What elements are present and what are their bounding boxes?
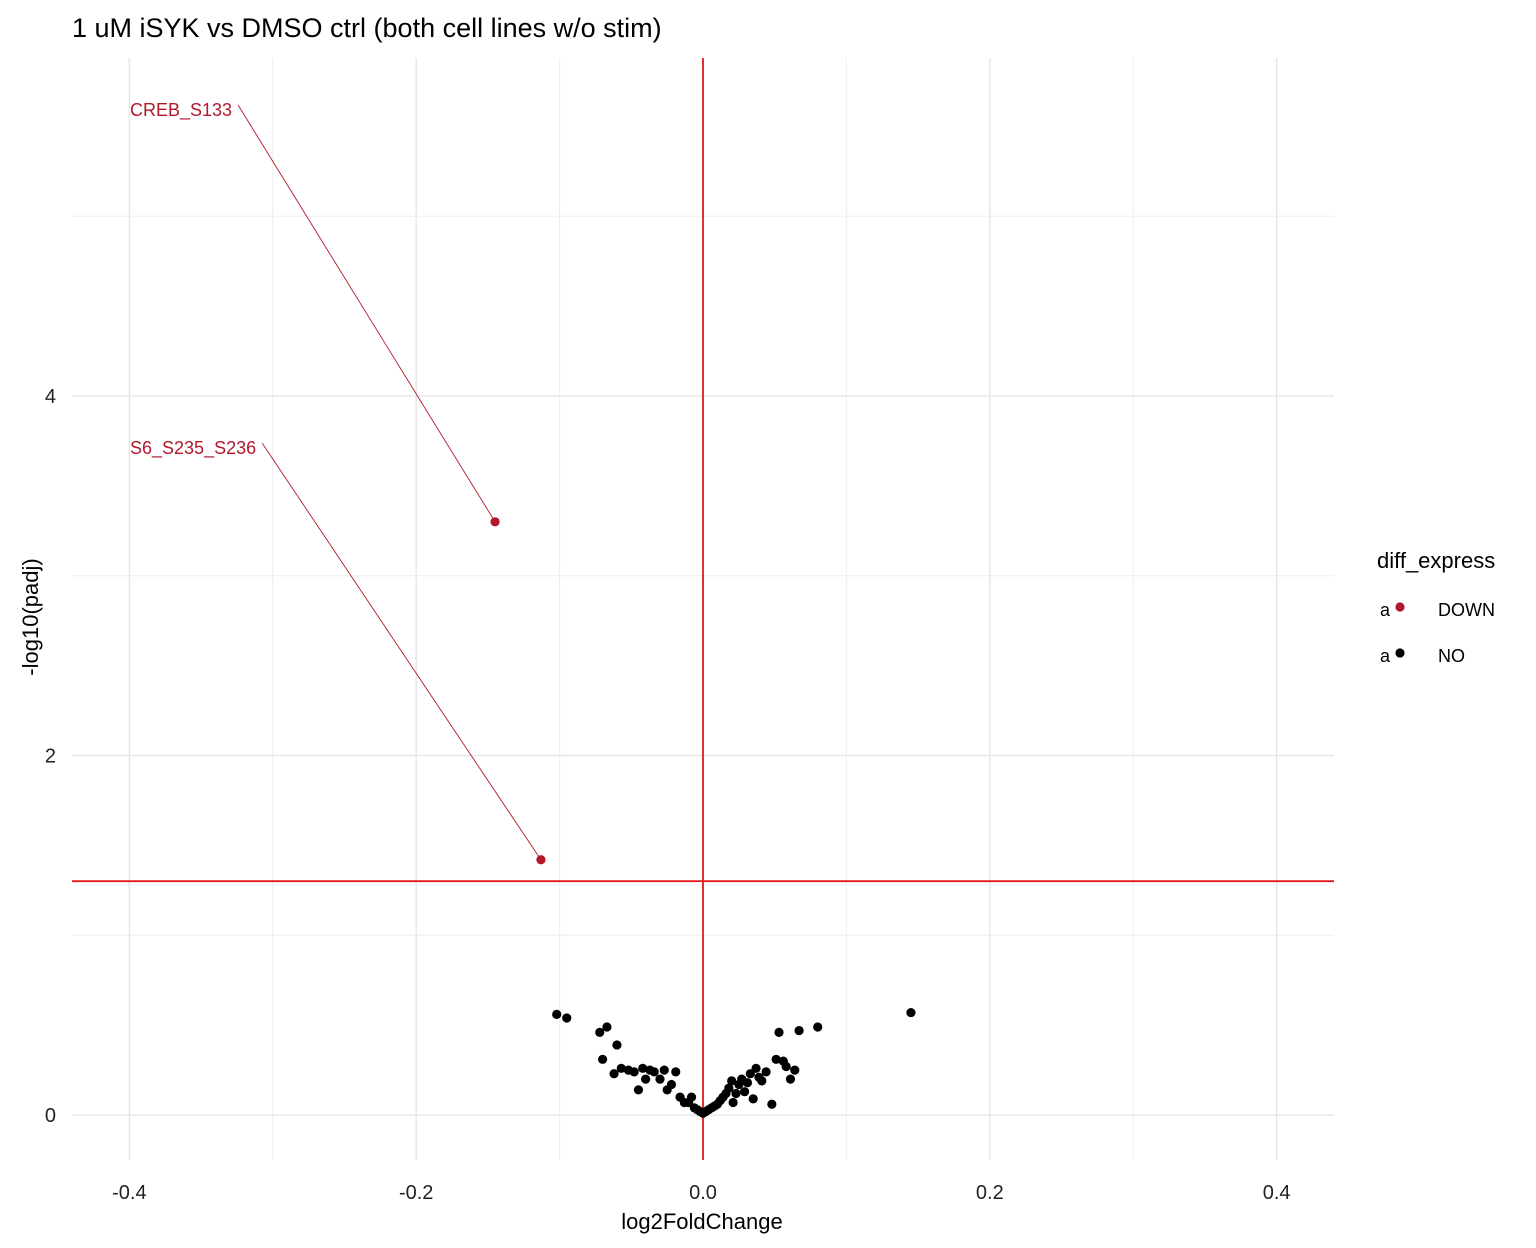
- x-axis-ticks: -0.4 -0.2 0.0 0.2 0.4: [112, 1182, 1290, 1204]
- y-tick-label: 4: [45, 386, 56, 408]
- data-point: [490, 517, 500, 527]
- data-point: [813, 1022, 823, 1032]
- label-segment: [237, 104, 496, 523]
- data-point: [666, 1079, 677, 1090]
- label-segment: [261, 442, 542, 861]
- data-point: [767, 1099, 777, 1109]
- data-point: [728, 1097, 738, 1108]
- data-point: [609, 1069, 619, 1079]
- data-point: [731, 1088, 741, 1099]
- data-point: [781, 1061, 791, 1072]
- data-point: [633, 1085, 644, 1095]
- data-points: [490, 517, 916, 1118]
- point-labels: CREB_S133 S6_S235_S236: [130, 100, 256, 459]
- data-point: [686, 1092, 697, 1102]
- data-point: [761, 1067, 771, 1077]
- data-point: [649, 1067, 659, 1077]
- data-point: [659, 1065, 669, 1075]
- legend-key-point: [1395, 648, 1405, 658]
- chart-title: 1 uM iSYK vs DMSO ctrl (both cell lines …: [72, 13, 662, 43]
- legend-title: diff_express: [1377, 548, 1495, 573]
- legend: diff_express a DOWN a NO: [1377, 548, 1495, 666]
- data-point: [641, 1074, 651, 1084]
- data-point: [616, 1063, 626, 1073]
- data-point: [739, 1087, 750, 1097]
- y-tick-label: 0: [45, 1105, 56, 1127]
- x-tick-label: 0.0: [689, 1182, 717, 1204]
- data-point: [595, 1027, 605, 1037]
- data-point: [671, 1067, 681, 1077]
- data-point: [536, 855, 546, 865]
- data-point: [562, 1013, 572, 1023]
- point-label: S6_S235_S236: [130, 438, 256, 459]
- x-tick-label: 0.4: [1263, 1182, 1291, 1204]
- legend-entry: a NO: [1380, 646, 1465, 666]
- point-label: CREB_S133: [130, 100, 232, 121]
- data-point: [771, 1054, 781, 1064]
- label-segments: [237, 104, 542, 861]
- threshold-lines: [72, 58, 1334, 1160]
- y-tick-label: 2: [45, 746, 56, 768]
- data-point: [742, 1078, 753, 1088]
- legend-key-point: [1395, 602, 1405, 612]
- x-tick-label: 0.2: [976, 1182, 1004, 1204]
- data-point: [727, 1076, 737, 1086]
- data-point: [790, 1065, 800, 1075]
- data-point: [552, 1009, 562, 1019]
- data-point: [751, 1063, 761, 1073]
- data-point: [794, 1025, 804, 1036]
- y-axis-ticks: 0 2 4: [45, 386, 56, 1127]
- data-point: [724, 1083, 734, 1093]
- x-axis-label: log2FoldChange: [621, 1209, 782, 1234]
- data-point: [745, 1069, 755, 1079]
- legend-entry: a DOWN: [1380, 600, 1495, 620]
- y-axis-label: -log10(padj): [18, 558, 43, 675]
- data-point: [757, 1076, 767, 1086]
- data-point: [748, 1094, 758, 1104]
- legend-label: NO: [1438, 646, 1465, 666]
- x-tick-label: -0.2: [399, 1182, 433, 1204]
- data-point: [602, 1022, 612, 1032]
- data-point: [638, 1063, 648, 1073]
- data-point: [774, 1027, 784, 1037]
- legend-key-glyph: a: [1380, 646, 1391, 666]
- data-point: [629, 1067, 639, 1077]
- data-point: [785, 1074, 796, 1084]
- data-point: [612, 1040, 622, 1050]
- legend-label: DOWN: [1438, 600, 1495, 620]
- data-point: [906, 1007, 916, 1018]
- x-tick-label: -0.4: [112, 1182, 146, 1204]
- data-point: [598, 1054, 608, 1064]
- data-point: [655, 1074, 665, 1084]
- legend-key-glyph: a: [1380, 600, 1391, 620]
